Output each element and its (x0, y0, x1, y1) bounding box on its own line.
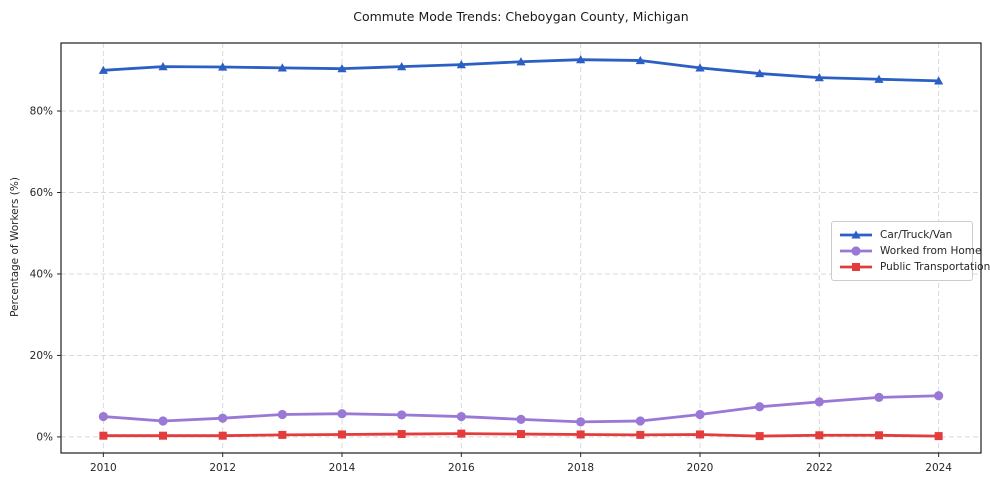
series-public-transportation-marker (874, 431, 883, 440)
series-worked-from-home-marker (516, 414, 526, 424)
series-worked-from-home-marker (98, 411, 108, 422)
y-tick-label: 0% (36, 431, 53, 443)
series-car-truck-van-marker (695, 63, 705, 72)
series-worked-from-home-marker (635, 416, 645, 426)
y-tick-label: 20% (30, 350, 53, 362)
x-tick-label: 2012 (209, 462, 236, 474)
series-car-truck-van-marker (158, 62, 168, 71)
legend: Car/Truck/Van Worked from Home Public Tr… (831, 221, 990, 281)
series-car-truck-van-marker (755, 68, 765, 78)
series-car-truck-van-marker (516, 57, 526, 66)
triangle-icon (851, 230, 861, 239)
series-public-transportation-marker (636, 430, 645, 439)
series-worked-from-home-marker (277, 409, 287, 420)
legend-entry-car-truck-van: Car/Truck/Van (839, 227, 965, 243)
x-tick-label: 2010 (90, 462, 117, 474)
series-worked-from-home-marker (397, 410, 407, 420)
series-public-transportation-marker (159, 431, 168, 440)
series-worked-from-home-marker (456, 411, 466, 422)
x-tick-label: 2022 (806, 462, 833, 474)
plot-frame (60, 42, 982, 454)
series-worked-from-home-marker (695, 409, 705, 420)
chart-title: Commute Mode Trends: Cheboygan County, M… (353, 9, 689, 24)
x-tick-label: 2020 (687, 462, 714, 474)
x-tick-label: 2014 (329, 462, 356, 474)
series-worked-from-home-marker (814, 397, 824, 407)
series-worked-from-home-marker (337, 409, 347, 419)
series-worked-from-home-marker (218, 413, 228, 423)
square-icon (852, 263, 860, 271)
series-public-transportation-marker (397, 430, 406, 439)
y-tick-label: 40% (30, 268, 53, 280)
x-tick-label: 2016 (448, 462, 475, 474)
series-car-truck-van-marker (576, 55, 586, 64)
x-tick-label: 2018 (567, 462, 594, 474)
series-public-transportation-marker (278, 430, 287, 439)
legend-label: Car/Truck/Van (880, 229, 953, 241)
series-worked-from-home-marker (874, 392, 884, 402)
series-public-transportation-marker (576, 430, 585, 439)
y-tick-label: 60% (30, 187, 53, 199)
series-worked-from-home-marker (158, 416, 168, 426)
series-car-truck-van-marker (874, 74, 884, 83)
series-car-truck-van-marker (397, 62, 407, 71)
series-car-truck-van-marker (218, 62, 228, 71)
series-public-transportation-marker (99, 431, 108, 440)
series-car-truck-van-marker (456, 59, 466, 69)
series-car-truck-van-marker (814, 73, 824, 82)
series-car-truck-van-marker (277, 63, 287, 72)
series-worked-from-home-marker (934, 391, 944, 401)
series-car-truck-van-marker (98, 65, 108, 74)
series-worked-from-home-marker (576, 417, 586, 427)
series-public-transportation-marker (517, 430, 525, 439)
series-public-transportation-marker (338, 430, 347, 439)
series-worked-from-home-marker (755, 402, 765, 412)
series-public-transportation-marker (815, 431, 824, 440)
series-public-transportation-marker (218, 431, 227, 440)
legend-entry-public-transportation: Public Transportation (839, 259, 990, 275)
y-tick-label: 80% (30, 106, 53, 118)
legend-label: Public Transportation (880, 261, 990, 273)
series-public-transportation-marker (755, 432, 764, 441)
legend-marker-public-transportation (840, 263, 872, 271)
series-car-truck-van-marker (934, 76, 944, 85)
circle-icon (851, 246, 861, 256)
x-tick-label: 2024 (925, 462, 952, 474)
series-public-transportation-marker (934, 432, 943, 441)
series-car-truck-van-marker (635, 55, 645, 65)
legend-label: Worked from Home (880, 245, 982, 257)
legend-entry-worked-from-home: Worked from Home (839, 243, 981, 259)
series-car-truck-van-marker (337, 64, 347, 73)
legend-marker-worked-from-home (840, 246, 872, 256)
series-public-transportation-marker (457, 429, 466, 438)
legend-marker-car-truck-van (840, 230, 872, 239)
series-public-transportation-marker (695, 430, 704, 439)
